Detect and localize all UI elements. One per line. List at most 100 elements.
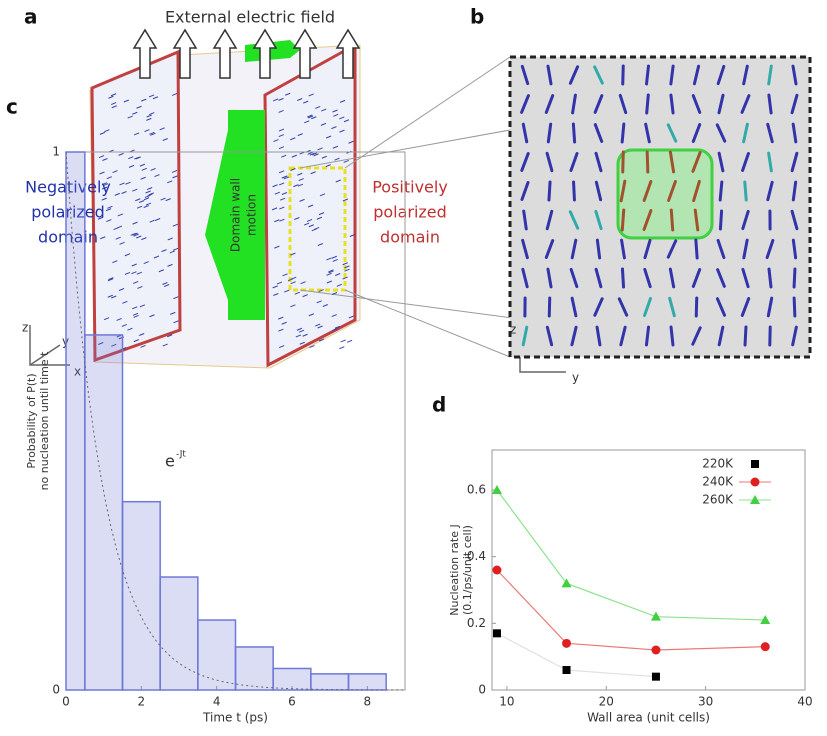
dipole bbox=[173, 296, 179, 300]
dipole bbox=[316, 300, 322, 304]
dipole bbox=[118, 288, 125, 291]
dipole bbox=[116, 317, 122, 321]
neg-label: polarized bbox=[31, 203, 105, 222]
dipole bbox=[123, 99, 129, 103]
dipole bbox=[520, 152, 530, 172]
dipole bbox=[101, 182, 108, 186]
dipole bbox=[149, 219, 155, 223]
y-axis-label: no nucleation until time t bbox=[38, 351, 51, 491]
dipole bbox=[522, 209, 528, 231]
dipole bbox=[594, 151, 603, 173]
dipole bbox=[307, 114, 313, 118]
dipole bbox=[331, 255, 337, 259]
dipole bbox=[272, 98, 279, 102]
dipole bbox=[767, 64, 773, 86]
dipole bbox=[132, 306, 138, 310]
bar bbox=[234, 646, 274, 691]
marker bbox=[562, 638, 572, 648]
dipole bbox=[717, 93, 725, 115]
dipole bbox=[595, 238, 602, 260]
dipole bbox=[344, 265, 350, 269]
dipole bbox=[110, 93, 117, 97]
dipole bbox=[318, 212, 325, 216]
dipole bbox=[308, 313, 315, 317]
marker bbox=[760, 615, 771, 624]
dipole bbox=[643, 297, 652, 317]
dipole bbox=[114, 192, 120, 196]
dipole bbox=[163, 284, 170, 287]
dipole bbox=[171, 169, 178, 173]
dipole bbox=[291, 154, 298, 158]
dipole bbox=[112, 170, 118, 173]
dipole bbox=[166, 334, 173, 338]
dipole bbox=[342, 262, 348, 266]
dipole bbox=[127, 327, 133, 331]
panel-letter: c bbox=[6, 95, 18, 119]
dipole bbox=[272, 285, 278, 289]
dipole bbox=[107, 294, 113, 298]
dipole bbox=[281, 321, 287, 325]
pos-label: Positively bbox=[372, 178, 448, 197]
dipole bbox=[124, 253, 131, 257]
dipole bbox=[294, 291, 300, 295]
dipole bbox=[740, 297, 751, 317]
dipole bbox=[310, 171, 316, 175]
marker bbox=[492, 565, 502, 575]
dipole bbox=[304, 120, 310, 124]
dipole bbox=[334, 157, 340, 161]
dipole bbox=[278, 170, 285, 174]
dipole bbox=[148, 192, 155, 196]
dipole bbox=[317, 243, 324, 246]
dipole bbox=[333, 113, 339, 117]
dipole bbox=[172, 247, 179, 251]
x-tick-label: 6 bbox=[288, 695, 296, 709]
dipole bbox=[334, 325, 341, 329]
dipole bbox=[106, 176, 112, 180]
dipole bbox=[545, 325, 554, 347]
dipole bbox=[766, 180, 774, 202]
dipole bbox=[693, 208, 700, 232]
dipole bbox=[546, 267, 553, 289]
dipole bbox=[146, 187, 153, 190]
legend-label: 240K bbox=[702, 475, 734, 489]
dipole bbox=[278, 97, 284, 101]
dipole bbox=[281, 192, 288, 195]
dipole bbox=[791, 325, 798, 347]
dipole bbox=[343, 119, 350, 123]
dipole bbox=[691, 326, 702, 346]
dipole bbox=[133, 132, 140, 136]
connector bbox=[344, 56, 511, 169]
dipole bbox=[160, 197, 166, 201]
bar bbox=[159, 576, 199, 691]
dipole bbox=[136, 205, 143, 209]
dipole bbox=[137, 285, 143, 289]
dipole bbox=[162, 343, 168, 347]
dipole bbox=[339, 99, 346, 103]
dipole bbox=[303, 100, 309, 104]
panel-letter: a bbox=[24, 5, 38, 29]
dipole bbox=[792, 296, 797, 318]
dipole bbox=[141, 98, 147, 102]
dipole bbox=[332, 328, 338, 332]
dipole bbox=[141, 237, 147, 241]
dipole bbox=[295, 334, 302, 338]
dipole bbox=[150, 167, 156, 171]
dipole bbox=[319, 193, 326, 197]
dipole bbox=[742, 122, 749, 144]
plot-frame bbox=[491, 449, 806, 691]
dipole bbox=[273, 293, 279, 296]
dipole bbox=[617, 297, 629, 317]
dipole bbox=[349, 234, 356, 237]
dipole bbox=[331, 126, 337, 130]
marker bbox=[491, 485, 502, 494]
dipole bbox=[716, 238, 726, 260]
dipole bbox=[106, 219, 112, 223]
nucleus bbox=[616, 148, 714, 240]
dipole bbox=[326, 280, 333, 284]
legend-label: 260K bbox=[702, 493, 734, 507]
dipole bbox=[143, 261, 149, 265]
dipole bbox=[131, 271, 137, 275]
dipole bbox=[290, 304, 296, 308]
field-arrow bbox=[252, 28, 278, 79]
dipole bbox=[335, 179, 341, 183]
